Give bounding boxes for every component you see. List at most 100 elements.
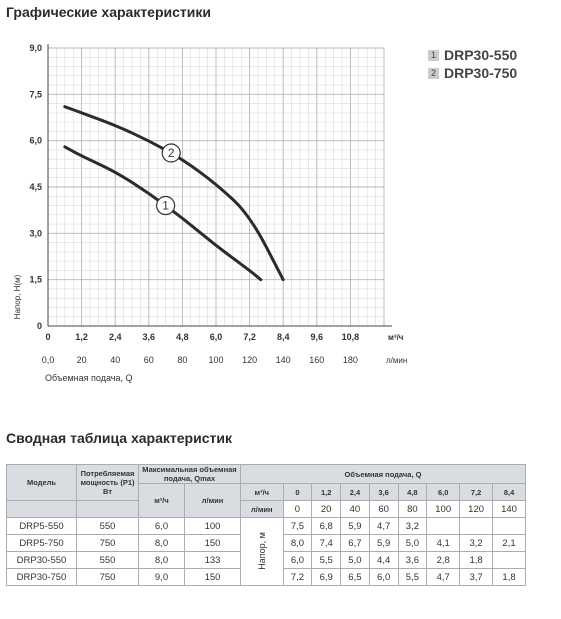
cell-val: 5,5 bbox=[311, 551, 342, 569]
cell-model: DRP5-550 bbox=[6, 517, 77, 535]
cell-val: 5,0 bbox=[397, 534, 428, 552]
cell-val bbox=[492, 551, 526, 569]
table-row: DRP5-750 750 8,0 150 8,0 7,4 6,7 5,9 5,0… bbox=[6, 534, 526, 552]
flow-m3: 0 bbox=[282, 483, 313, 501]
cell-qm3: 8,0 bbox=[138, 534, 185, 552]
cell-qm3: 9,0 bbox=[138, 568, 185, 586]
cell-val: 8,0 bbox=[282, 534, 313, 552]
cell-model: DRP5-750 bbox=[6, 534, 77, 552]
x-tick-label: 7,2 bbox=[243, 332, 256, 342]
series-line-2 bbox=[63, 105, 285, 282]
x-tick-label: 0 bbox=[45, 332, 50, 342]
table-row: DRP30-750 750 9,0 150 7,2 6,9 6,5 6,0 5,… bbox=[6, 568, 526, 586]
x-tick-label: 2,4 bbox=[109, 332, 122, 342]
flow-lmin: 0 bbox=[282, 500, 313, 518]
cell-val: 6,9 bbox=[311, 568, 342, 586]
cell-ql: 100 bbox=[184, 517, 241, 535]
blank-cell bbox=[76, 500, 139, 518]
chart-title: Графические характеристики bbox=[6, 4, 211, 20]
y-tick-label: 4,5 bbox=[29, 182, 42, 192]
cell-val: 3,2 bbox=[397, 517, 428, 535]
cell-val: 1,8 bbox=[492, 568, 526, 586]
cell-power: 750 bbox=[76, 534, 139, 552]
x-tick-label-secondary: 180 bbox=[343, 355, 358, 365]
cell-qm3: 8,0 bbox=[138, 551, 185, 569]
cell-ql: 150 bbox=[184, 534, 241, 552]
chart-legend: 1 DRP30-550 2 DRP30-750 bbox=[428, 46, 517, 82]
table-row: DRP30-550 550 8,0 133 6,0 5,5 5,0 4,4 3,… bbox=[6, 551, 526, 569]
head-label: Напор, м bbox=[256, 532, 267, 570]
series-marker-label: 1 bbox=[162, 199, 169, 213]
cell-ql: 133 bbox=[184, 551, 241, 569]
x-tick-label-secondary: 140 bbox=[276, 355, 291, 365]
blank-cell bbox=[6, 500, 77, 518]
table-row: DRP5-550 550 6,0 100 Напор, м 7,5 6,8 5,… bbox=[6, 517, 526, 586]
cell-val: 4,7 bbox=[368, 517, 399, 535]
x-tick-label-secondary: 80 bbox=[177, 355, 187, 365]
y-tick-label: 0 bbox=[37, 321, 42, 331]
cell-ql: 150 bbox=[184, 568, 241, 586]
x-tick-label: 1,2 bbox=[75, 332, 88, 342]
cell-val: 6,0 bbox=[282, 551, 313, 569]
flow-unit-m3: м³/ч bbox=[240, 483, 284, 501]
col-qmax-m3: м³/ч bbox=[138, 483, 185, 518]
flow-lmin: 80 bbox=[397, 500, 428, 518]
col-flow: Объемная подача, Q bbox=[240, 464, 526, 484]
table-title: Сводная таблица характеристик bbox=[6, 430, 232, 446]
spec-table: Модель Потребляемая мощность (P1) Вт Мак… bbox=[6, 464, 526, 586]
flow-m3: 4,8 bbox=[397, 483, 428, 501]
col-qmax: Максимальная объемная подача, Qmax bbox=[138, 464, 241, 484]
x-tick-label: 4,8 bbox=[176, 332, 189, 342]
flow-lmin: 40 bbox=[340, 500, 370, 518]
x-tick-label-secondary: 100 bbox=[208, 355, 223, 365]
x-axis-label: Объемная подача, Q bbox=[45, 373, 132, 383]
pump-curve-chart: 0 1,5 3,0 4,5 6,0 7,5 9,0 0 1,2 2,4 3,6 4,8 6,0 7,2 8,… bbox=[13, 43, 407, 383]
x-tick-label-secondary: 20 bbox=[77, 355, 87, 365]
cell-power: 550 bbox=[76, 551, 139, 569]
col-model: Модель bbox=[6, 464, 77, 501]
cell-val bbox=[492, 517, 526, 535]
cell-val: 4,7 bbox=[426, 568, 461, 586]
y-axis-label: Напор, H(м) bbox=[13, 274, 22, 319]
cell-val: 5,9 bbox=[368, 534, 399, 552]
cell-val bbox=[426, 517, 461, 535]
cell-val: 2,1 bbox=[492, 534, 526, 552]
x-tick-label-secondary: 40 bbox=[110, 355, 120, 365]
series-marker-1 bbox=[156, 195, 176, 216]
x-unit-secondary: л/мин bbox=[386, 356, 407, 365]
x-tick-label: 10,8 bbox=[342, 332, 360, 342]
legend-label: DRP30-750 bbox=[444, 65, 518, 81]
x-tick-label: 3,6 bbox=[143, 332, 156, 342]
cell-val: 5,9 bbox=[340, 517, 370, 535]
cell-val: 5,5 bbox=[397, 568, 428, 586]
cell-model: DRP30-750 bbox=[6, 568, 77, 586]
cell-val: 5,0 bbox=[340, 551, 370, 569]
flow-m3: 1,2 bbox=[311, 483, 342, 501]
cell-val: 7,4 bbox=[311, 534, 342, 552]
flow-lmin: 60 bbox=[368, 500, 399, 518]
x-unit-primary: м³/ч bbox=[388, 333, 404, 342]
cell-val: 2,8 bbox=[426, 551, 461, 569]
cell-val: 7,5 bbox=[282, 517, 313, 535]
series-marker-2 bbox=[161, 143, 181, 163]
x-tick-label-secondary: 0,0 bbox=[42, 355, 55, 365]
flow-m3: 2,4 bbox=[340, 483, 370, 501]
cell-val: 1,8 bbox=[459, 551, 494, 569]
flow-lmin: 100 bbox=[426, 500, 461, 518]
x-tick-label: 9,6 bbox=[311, 332, 324, 342]
x-tick-label-secondary: 60 bbox=[144, 355, 154, 365]
y-tick-label: 7,5 bbox=[29, 89, 42, 99]
flow-lmin: 20 bbox=[311, 500, 342, 518]
x-tick-label-secondary: 120 bbox=[242, 355, 257, 365]
cell-power: 750 bbox=[76, 568, 139, 586]
x-tick-label-secondary: 160 bbox=[309, 355, 324, 365]
cell-val: 4,4 bbox=[368, 551, 399, 569]
cell-model: DRP30-550 bbox=[6, 551, 77, 569]
flow-m3: 8,4 bbox=[492, 483, 526, 501]
legend-label: DRP30-550 bbox=[444, 47, 518, 63]
flow-m3: 7,2 bbox=[459, 483, 494, 501]
col-power: Потребляемая мощность (P1) Вт bbox=[76, 464, 139, 501]
y-tick-label: 6,0 bbox=[29, 136, 42, 146]
y-tick-label: 9,0 bbox=[29, 43, 42, 53]
cell-val: 6,0 bbox=[368, 568, 399, 586]
